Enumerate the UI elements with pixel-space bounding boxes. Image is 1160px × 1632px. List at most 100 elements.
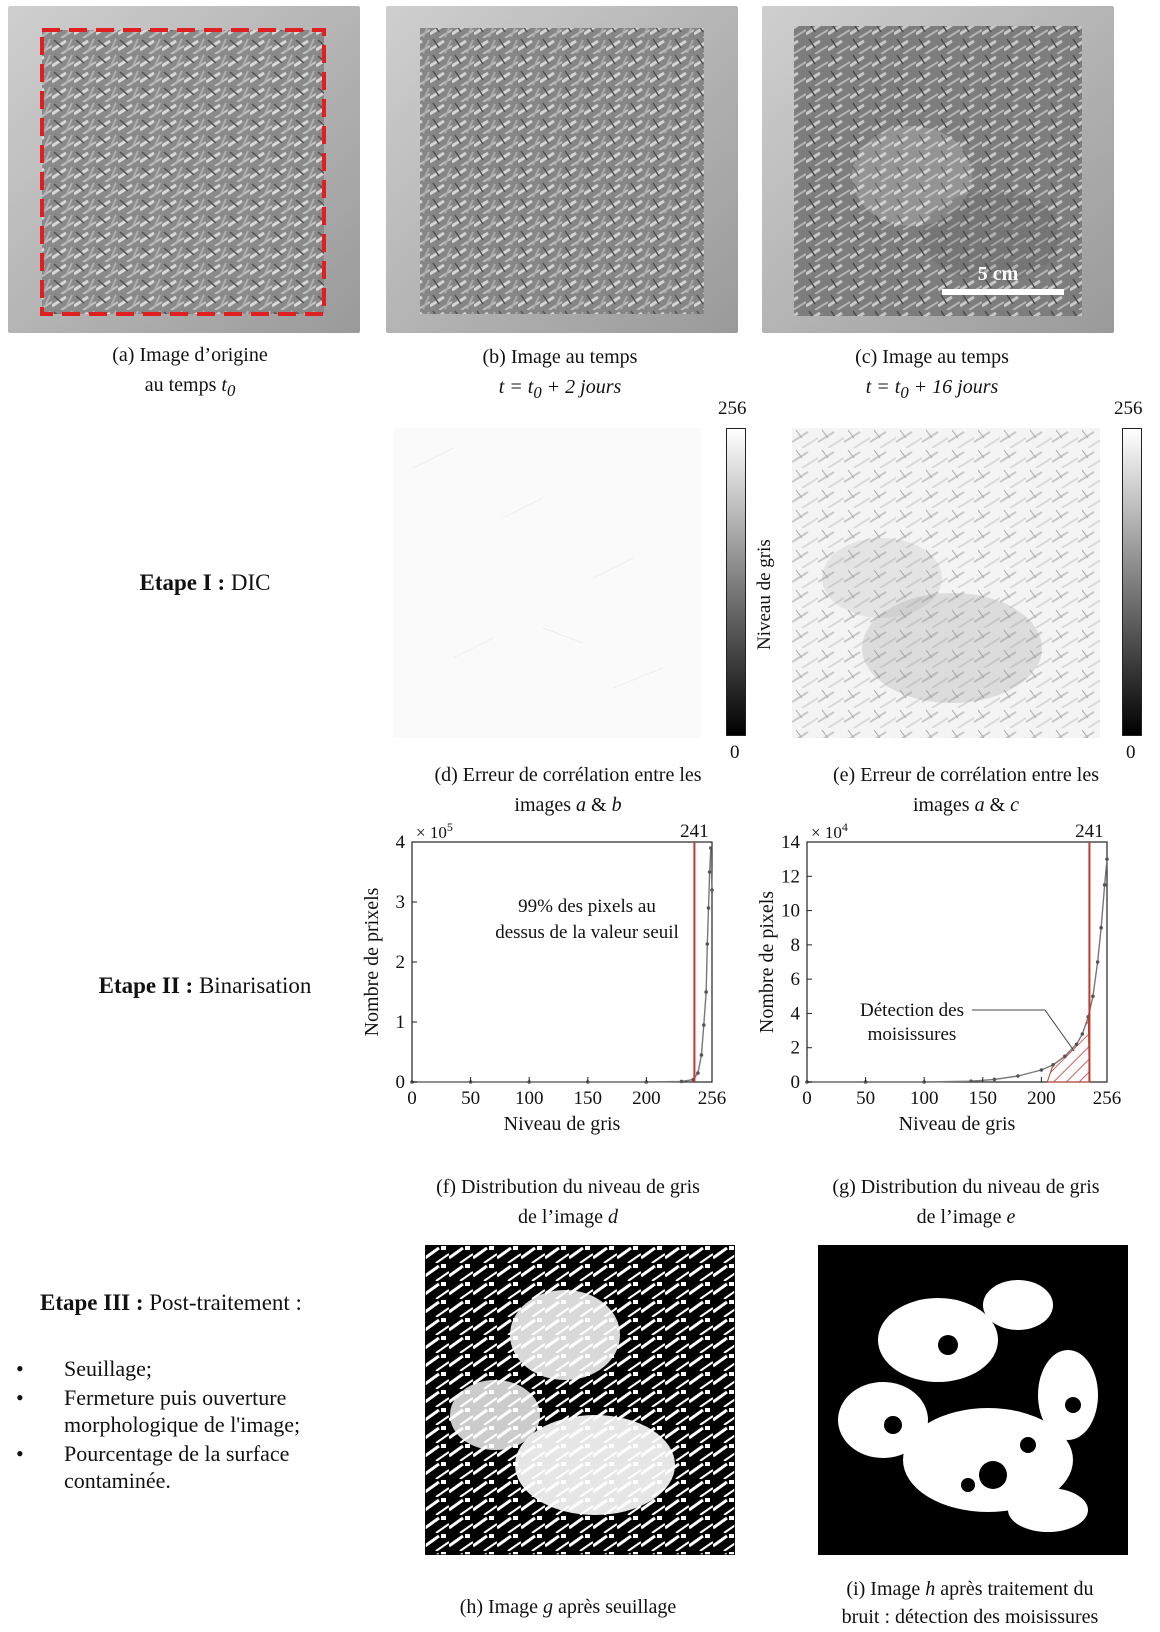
data-point: [1105, 857, 1109, 861]
caption-i: (i) Image h après traitement du bruit : …: [841, 1578, 1099, 1628]
y-tick-label: 2: [791, 1038, 801, 1059]
data-point: [706, 906, 711, 910]
y-tick-label: 8: [791, 935, 801, 956]
data-point: [1074, 1042, 1079, 1047]
y-tick-label: 4: [396, 832, 406, 853]
x-tick-label: 50: [856, 1088, 875, 1109]
caption-g: (g) Distribution du niveau de gris de l’…: [832, 1176, 1100, 1228]
data-point: [707, 870, 712, 874]
photo-day2-image: [386, 6, 738, 333]
data-point: [1039, 1068, 1044, 1072]
colorbar-d-min: 0: [730, 742, 740, 763]
colorbar-d-max: 256: [718, 398, 747, 419]
post-item: • Fermeture puis ouverture morphologique …: [16, 1385, 301, 1437]
x-tick-label: 0: [407, 1088, 417, 1109]
data-point: [1095, 960, 1100, 964]
mold-detection-area: [1046, 1016, 1090, 1083]
scale-bar-label: 5 cm: [978, 263, 1019, 285]
colorbar-e: [1122, 428, 1142, 736]
x-tick-label: 256: [698, 1088, 727, 1109]
caption-d: (d) Erreur de corrélation entre les imag…: [434, 764, 702, 816]
x-tick-label: 200: [632, 1088, 661, 1109]
caption-e: (e) Erreur de corrélation entre les imag…: [833, 764, 1099, 816]
post-processing-list: • Seuillage; • Fermeture puis ouverture mo…: [10, 1355, 370, 1496]
x-tick-label: 256: [1093, 1088, 1122, 1109]
data-point: [709, 846, 713, 850]
post-item: • Seuillage;: [16, 1356, 152, 1381]
caption-h: (h) Image g après seuillage: [459, 1596, 677, 1618]
data-point: [701, 1023, 706, 1027]
colorbar-d: [726, 428, 746, 736]
photo-day16-image: 5 cm: [762, 6, 1114, 333]
histogram-f: 241 0 50 100 150 200 256 0 1 2 3 4 × 105 Niveau de gr…: [361, 820, 727, 1135]
photo-day2: [386, 6, 738, 333]
stage-binarisation-label: Etape II : Binarisation: [98, 973, 312, 998]
distribution-curve: [412, 847, 713, 1083]
y-axis-label: Nombre de prixels: [361, 887, 383, 1036]
annotation-leader: [972, 1009, 1075, 1052]
data-point: [1016, 1074, 1020, 1078]
binary-image-h-image: [424, 1244, 736, 1556]
correlation-map-e: [792, 428, 1100, 738]
exponent-label: × 105: [416, 820, 453, 842]
exponent-label: × 104: [811, 820, 848, 842]
post-item: • Pourcentage de la surface contaminée.: [16, 1441, 290, 1493]
plot-frame: [806, 841, 1108, 1083]
y-tick-label: 6: [791, 969, 801, 990]
data-point: [704, 990, 708, 994]
data-point: [1051, 1063, 1055, 1067]
y-tick-label: 10: [781, 901, 800, 922]
annotation-line: dessus de la valeur seuil: [495, 922, 679, 943]
colorbar-e-max: 256: [1114, 398, 1143, 419]
threshold-label: 241: [1075, 821, 1104, 842]
y-axis-label: Nombre de pixels: [756, 891, 778, 1033]
y-tick-label: 0: [791, 1072, 801, 1093]
x-tick-label: 100: [515, 1088, 544, 1109]
exponent-power: 4: [842, 820, 848, 834]
correlation-map-e-image: [792, 428, 1100, 738]
photo-original-image: [8, 6, 360, 333]
caption-f: (f) Distribution du niveau de gris de l’…: [436, 1176, 700, 1228]
caption-a: (a) Image d’origine au temps t0: [112, 344, 268, 400]
annotation-line: moisissures: [868, 1024, 957, 1045]
x-tick-label: 150: [969, 1088, 998, 1109]
caption-c: (c) Image au temps t = t0 + 16 jours: [855, 346, 1009, 402]
binary-image-h: [424, 1244, 736, 1556]
data-point: [992, 1077, 997, 1082]
data-point: [1080, 1032, 1085, 1036]
y-tick-label: 0: [396, 1072, 406, 1093]
photo-original: [8, 6, 360, 333]
y-tick-label: 3: [396, 892, 406, 913]
caption-b: (b) Image au temps t = t0 + 2 jours: [482, 346, 638, 402]
data-point: [679, 1079, 684, 1084]
annotation-line: Détection des: [860, 1000, 964, 1021]
roi-dashed-frame: [40, 28, 326, 316]
data-point: [705, 942, 710, 946]
binary-image-i: [817, 1244, 1129, 1556]
y-tick-label: 12: [781, 866, 800, 887]
stage-post-label: Etape III : Post-traitement :: [40, 1290, 302, 1315]
x-tick-label: 100: [910, 1088, 939, 1109]
x-tick-label: 200: [1027, 1088, 1056, 1109]
data-point: [969, 1079, 973, 1083]
data-point: [1099, 925, 1103, 930]
x-axis-label: Niveau de gris: [504, 1113, 621, 1135]
x-axis-label: Niveau de gris: [899, 1113, 1016, 1135]
y-tick-label: 1: [396, 1012, 406, 1033]
exponent-power: 5: [447, 820, 453, 834]
x-tick-label: 50: [461, 1088, 480, 1109]
data-point: [710, 888, 714, 892]
histogram-g: 241 0 50 100 150 200 256 0 2 4 6 8 10 12 14 × 104 Niveau…: [756, 820, 1122, 1135]
data-point: [1091, 994, 1095, 999]
distribution-curve: [807, 859, 1108, 1083]
colorbar-e-min: 0: [1126, 742, 1136, 763]
data-point: [699, 1053, 704, 1057]
plot-frame: [411, 841, 713, 1083]
data-point: [1063, 1054, 1067, 1059]
data-point: [1102, 883, 1107, 887]
y-tick-label: 14: [781, 832, 801, 853]
y-tick-label: 2: [396, 952, 406, 973]
correlation-map-d-image: [393, 428, 701, 738]
data-point: [696, 1071, 700, 1075]
x-tick-label: 0: [802, 1088, 812, 1109]
